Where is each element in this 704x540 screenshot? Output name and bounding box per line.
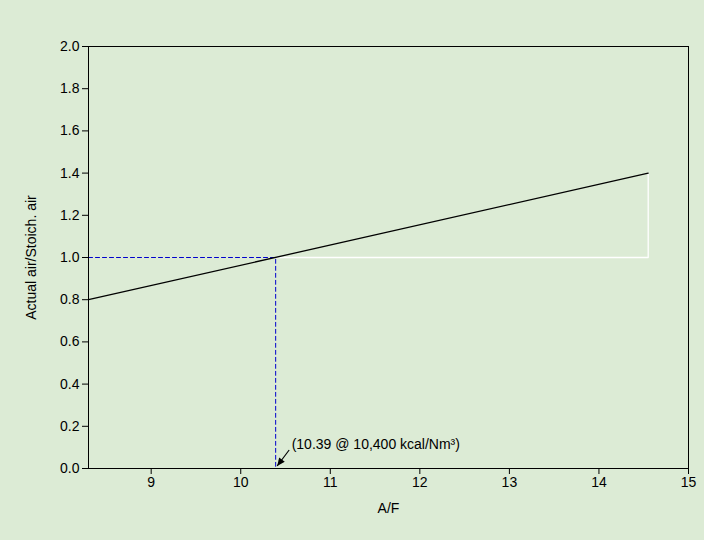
- svg-text:2.0: 2.0: [60, 38, 80, 54]
- svg-text:1.6: 1.6: [60, 122, 80, 138]
- svg-text:0.4: 0.4: [60, 376, 80, 392]
- svg-text:0.6: 0.6: [60, 333, 80, 349]
- svg-text:(10.39 @ 10,400 kcal/Nm³): (10.39 @ 10,400 kcal/Nm³): [292, 436, 460, 452]
- svg-text:1.4: 1.4: [60, 165, 80, 181]
- svg-text:11: 11: [323, 474, 338, 490]
- svg-text:0.0: 0.0: [60, 460, 80, 476]
- svg-text:13: 13: [502, 474, 518, 490]
- svg-text:12: 12: [412, 474, 428, 490]
- svg-text:0.2: 0.2: [60, 418, 80, 434]
- svg-text:1.8: 1.8: [60, 80, 80, 96]
- svg-text:15: 15: [681, 474, 697, 490]
- svg-text:Actual air/Stoich. air: Actual air/Stoich. air: [23, 195, 39, 320]
- svg-text:A/F: A/F: [378, 500, 400, 516]
- svg-text:0.8: 0.8: [60, 291, 80, 307]
- svg-text:14: 14: [591, 474, 607, 490]
- svg-text:10: 10: [233, 474, 249, 490]
- svg-text:1.2: 1.2: [60, 207, 80, 223]
- svg-text:9: 9: [147, 474, 155, 490]
- svg-text:1.0: 1.0: [60, 249, 80, 265]
